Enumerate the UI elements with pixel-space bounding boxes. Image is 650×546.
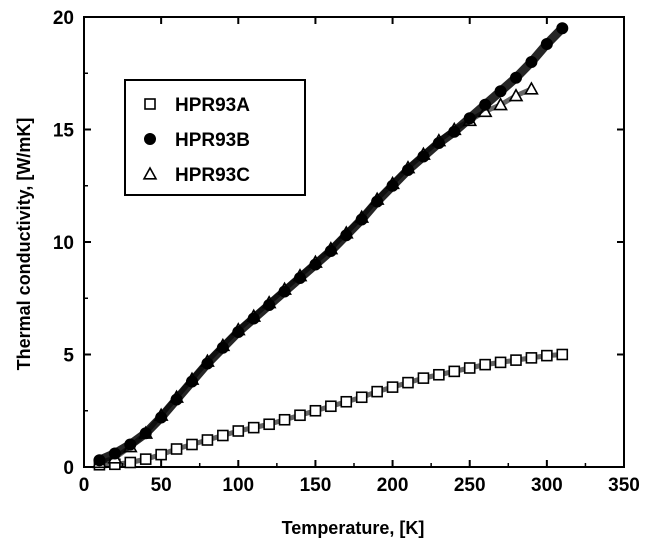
data-point-HPR93B [309, 258, 322, 271]
data-point-HPR93B [448, 125, 461, 138]
data-point-HPR93A [247, 421, 260, 434]
data-point-HPR93B [402, 164, 414, 176]
data-point-HPR93B [93, 454, 106, 467]
data-point-HPR93B [432, 137, 445, 149]
data-point-HPR93A [325, 400, 337, 413]
data-point-HPR93A [510, 354, 522, 366]
legend-label: HPR93B [175, 130, 250, 151]
x-tick-label: 250 [454, 475, 486, 496]
y-tick-label: 5 [63, 346, 74, 367]
data-point-HPR93B [417, 150, 430, 163]
data-point-HPR93A [340, 395, 353, 408]
data-point-HPR93C [508, 88, 524, 102]
legend-marker-HPR93C [142, 166, 158, 180]
data-point-HPR93B [494, 85, 507, 98]
x-axis-title: Temperature, [K] [282, 518, 425, 538]
legend-label: HPR93A [175, 95, 250, 116]
data-point-HPR93C [524, 81, 539, 95]
data-point-HPR93A [355, 391, 368, 404]
data-point-HPR93A [463, 362, 476, 374]
data-point-HPR93B [556, 22, 569, 35]
data-point-HPR93B [201, 357, 214, 370]
data-point-HPR93B [247, 312, 260, 325]
data-point-HPR93A [139, 453, 152, 465]
x-tick-label: 150 [300, 475, 332, 496]
legend-label: HPR93C [175, 165, 250, 186]
data-point-HPR93A [448, 365, 461, 378]
series-HPR93A [93, 348, 569, 471]
data-point-HPR93A [371, 385, 383, 398]
data-point-HPR93B [186, 375, 198, 388]
data-point-HPR93B [232, 326, 245, 338]
data-point-HPR93B [510, 71, 522, 84]
data-point-HPR93B [263, 299, 276, 311]
y-axis-title: Thermal conductivity, [W/mK] [14, 118, 34, 371]
data-point-HPR93B [155, 411, 168, 424]
data-point-HPR93A [294, 409, 306, 422]
data-point-HPR93B [294, 272, 306, 284]
x-tick-label: 350 [608, 475, 640, 496]
data-point-HPR93A [217, 429, 229, 442]
data-point-HPR93A [232, 425, 245, 437]
x-tick-label: 300 [531, 475, 563, 496]
data-point-HPR93B [479, 98, 492, 111]
data-point-HPR93B [463, 112, 476, 125]
data-point-HPR93B [386, 179, 399, 192]
data-point-HPR93B [324, 245, 337, 257]
data-point-HPR93A [479, 358, 491, 371]
data-point-HPR93B [108, 447, 121, 460]
x-tick-label: 50 [151, 475, 172, 496]
data-point-HPR93A [170, 443, 183, 455]
y-tick-label: 10 [53, 233, 74, 254]
data-point-HPR93A [386, 381, 399, 393]
data-point-HPR93A [541, 349, 553, 362]
x-tick-label: 200 [377, 475, 409, 496]
data-point-HPR93B [371, 195, 384, 208]
series-HPR93B [93, 22, 569, 467]
legend-marker-HPR93B [144, 133, 156, 145]
data-point-HPR93B [355, 213, 368, 226]
data-point-HPR93A [556, 348, 569, 361]
data-point-HPR93B [124, 438, 137, 451]
legend: HPR93A HPR93B HPR93C [124, 79, 306, 196]
data-point-HPR93B [216, 341, 229, 354]
x-tick-label: 100 [222, 475, 254, 496]
data-point-HPR93A [402, 376, 414, 389]
y-tick-label: 20 [53, 8, 74, 29]
data-point-HPR93A [263, 418, 275, 431]
data-point-HPR93A [433, 368, 445, 381]
data-point-HPR93A [201, 434, 214, 446]
data-point-HPR93A [278, 413, 291, 426]
data-point-HPR93A [186, 438, 198, 451]
data-point-HPR93B [278, 285, 291, 298]
data-point-HPR93A [494, 356, 507, 369]
data-point-HPR93A [309, 404, 322, 417]
data-point-HPR93C [493, 97, 508, 111]
data-point-HPR93B [340, 229, 353, 242]
data-point-HPR93A [417, 372, 430, 384]
data-point-HPR93B [170, 393, 183, 406]
x-tick-label: 0 [79, 475, 90, 496]
y-tick-label: 0 [63, 458, 74, 479]
y-tick-label: 15 [53, 121, 75, 142]
data-point-HPR93B [139, 427, 152, 440]
data-point-HPR93A [525, 352, 538, 364]
data-point-HPR93A [155, 448, 167, 461]
data-point-HPR93B [540, 38, 553, 50]
data-point-HPR93B [525, 56, 538, 68]
legend-marker-HPR93A [144, 98, 156, 110]
data-point-HPR93A [124, 456, 137, 469]
